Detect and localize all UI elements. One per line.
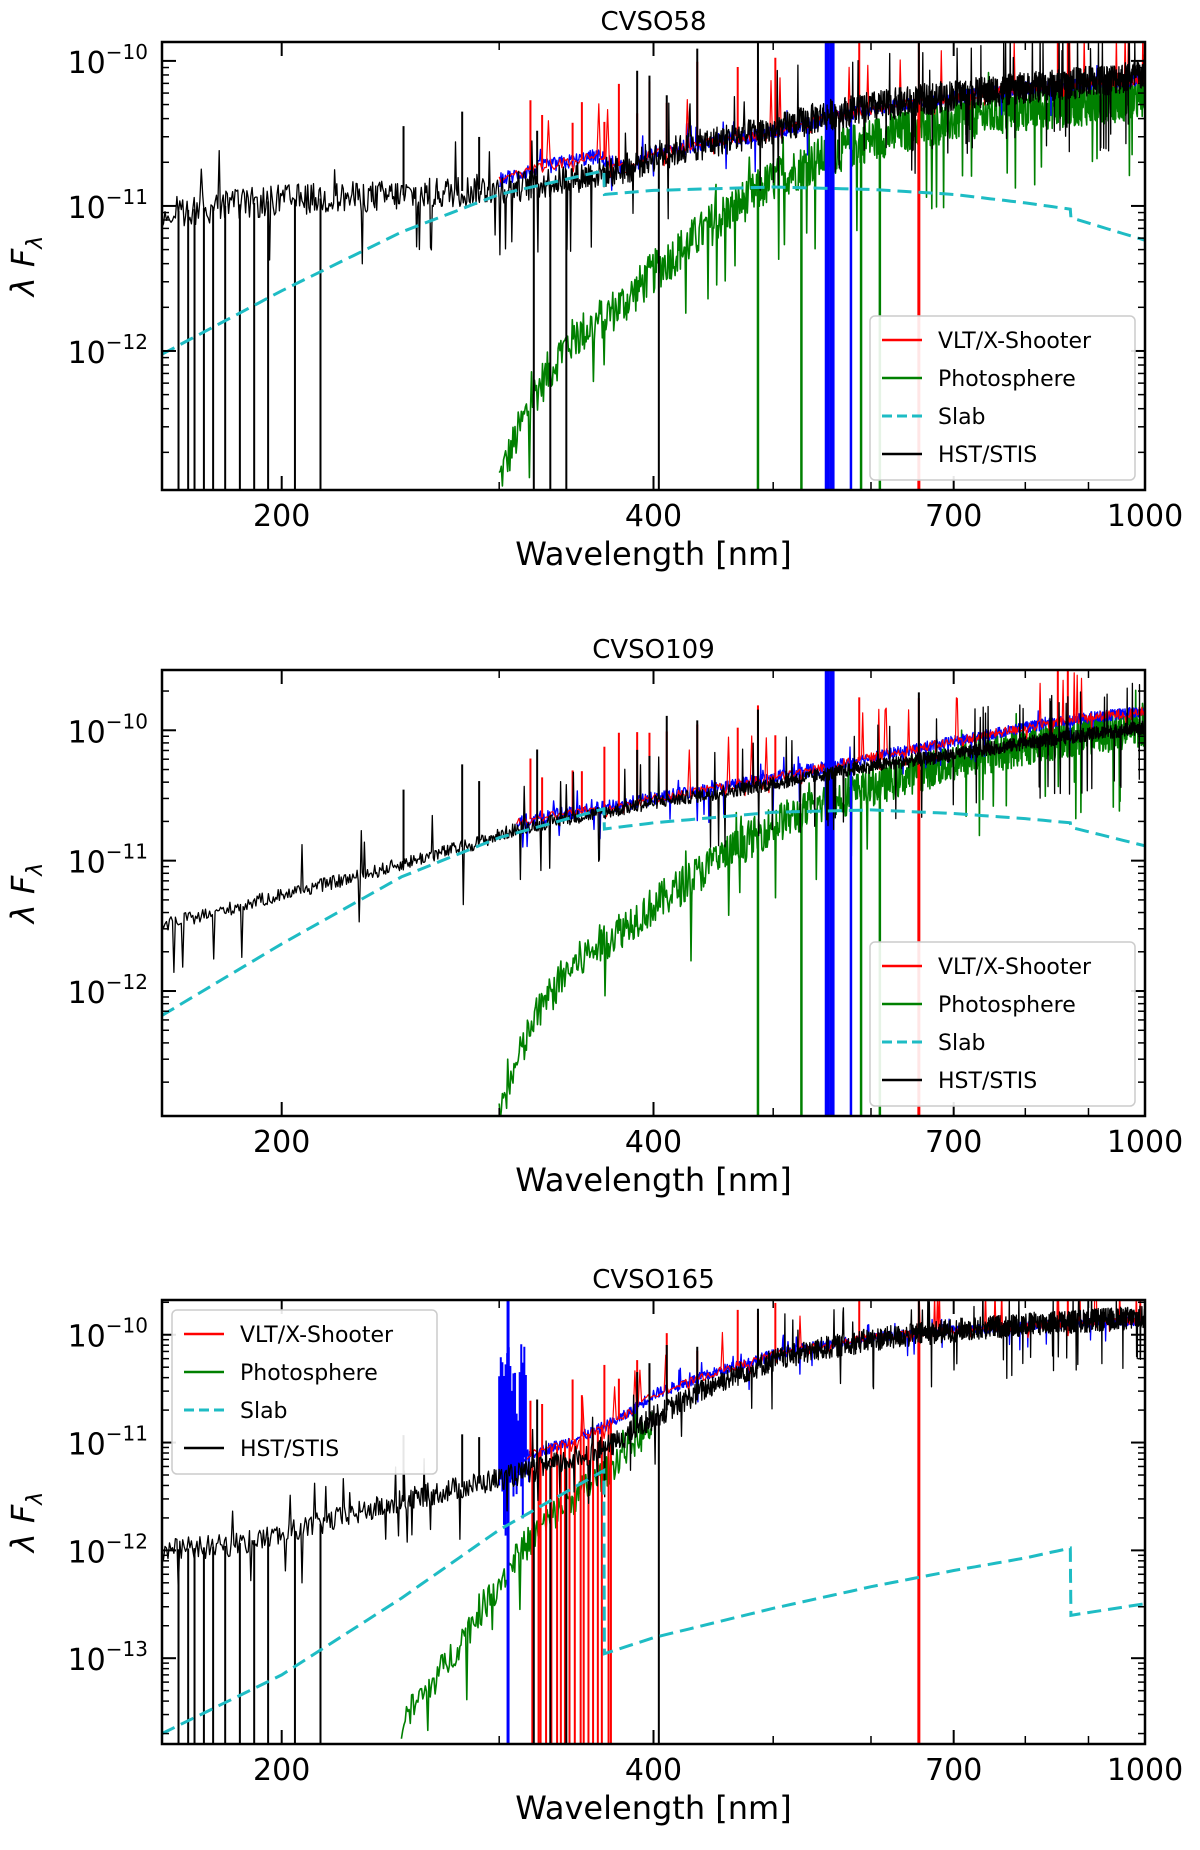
legend-label: Photosphere <box>938 993 1076 1018</box>
plot-area <box>162 1300 1145 1744</box>
legend-label: VLT/X-Shooter <box>938 955 1092 980</box>
y-tick-label: 10−11 <box>68 840 148 881</box>
y-tick-base: 10 <box>68 191 106 226</box>
stis-line <box>162 1300 1145 1592</box>
y-tick-exponent: −11 <box>106 840 148 864</box>
legend-label: HST/STIS <box>240 1437 339 1462</box>
legend-box <box>869 315 1136 481</box>
y-tick-exponent: −10 <box>106 1314 148 1338</box>
panel-cvso58: 200 400 700 100010−1210−1110−10CVSO58Wavele… <box>4 7 1183 573</box>
y-tick-exponent: −12 <box>106 330 148 354</box>
x-tick-label: 700 <box>925 1753 982 1788</box>
legend-box <box>869 941 1136 1107</box>
panel-cvso165: 200 400 700 100010−1310−1210−1110−10CVSO165… <box>4 1265 1183 1827</box>
legend: VLT/X-Shooter Photosphere Slab HST/STIS <box>171 1309 438 1475</box>
legend-label: HST/STIS <box>938 443 1037 468</box>
x-tick-label: 1000 <box>1107 1125 1183 1160</box>
panel-cvso109: 200 400 700 100010−1210−1110−10CVSO109Wavel… <box>4 635 1183 1199</box>
x-tick-label: 200 <box>253 499 310 534</box>
legend-label: VLT/X-Shooter <box>938 329 1092 354</box>
legend: VLT/X-Shooter Photosphere Slab HST/STIS <box>869 315 1136 481</box>
y-label-main: λ F <box>4 248 42 298</box>
xshooter-vis-line <box>498 1300 1145 1467</box>
y-tick-base: 10 <box>68 715 106 750</box>
y-axis-label: λ Fλ <box>4 236 48 299</box>
y-tick-base: 10 <box>68 1428 106 1463</box>
y-tick-exponent: −10 <box>106 40 148 64</box>
y-tick-label: 10−12 <box>68 1529 148 1570</box>
y-tick-label: 10−11 <box>68 1422 148 1463</box>
x-tick-label: 400 <box>625 499 682 534</box>
y-axis-label: λ Fλ <box>4 863 48 926</box>
legend-label: Slab <box>938 1031 986 1056</box>
slab-line <box>162 806 1145 1017</box>
photosphere-line <box>400 1408 654 1739</box>
x-tick-label: 700 <box>925 499 982 534</box>
y-label-subscript: λ <box>23 236 48 250</box>
chart-title: CVSO165 <box>592 1265 715 1295</box>
y-label-main: λ F <box>4 1504 42 1554</box>
x-tick-label: 400 <box>625 1125 682 1160</box>
y-label-subscript: λ <box>23 863 48 877</box>
stis-line <box>162 42 1145 265</box>
y-tick-exponent: −11 <box>106 1422 148 1446</box>
x-tick-label: 1000 <box>1107 499 1183 534</box>
y-tick-exponent: −13 <box>106 1637 148 1661</box>
plot-area <box>162 670 1145 1116</box>
photosphere-line <box>498 689 1145 1116</box>
legend-label: Slab <box>938 405 986 430</box>
y-label-main: λ F <box>4 875 42 925</box>
legend-label: Photosphere <box>240 1361 378 1386</box>
x-tick-label: 200 <box>253 1125 310 1160</box>
y-tick-base: 10 <box>68 1320 106 1355</box>
legend-label: VLT/X-Shooter <box>240 1323 394 1348</box>
x-tick-label: 200 <box>253 1753 310 1788</box>
x-axis-label: Wavelength [nm] <box>515 1161 791 1199</box>
x-axis-label: Wavelength [nm] <box>515 1789 791 1827</box>
legend-label: Slab <box>240 1399 288 1424</box>
x-axis-label: Wavelength [nm] <box>515 535 791 573</box>
y-tick-base: 10 <box>68 1643 106 1678</box>
chart-title: CVSO109 <box>592 635 715 665</box>
slab-line <box>162 168 1145 356</box>
y-tick-base: 10 <box>68 1535 106 1570</box>
y-tick-label: 10−10 <box>68 1314 148 1355</box>
x-tick-label: 1000 <box>1107 1753 1183 1788</box>
y-tick-label: 10−10 <box>68 709 148 750</box>
y-tick-base: 10 <box>68 846 106 881</box>
legend-label: Photosphere <box>938 367 1076 392</box>
slab-line <box>162 1468 1145 1735</box>
y-axis-label: λ Fλ <box>4 1492 48 1555</box>
y-tick-label: 10−13 <box>68 1637 148 1678</box>
y-tick-exponent: −10 <box>106 709 148 733</box>
y-tick-base: 10 <box>68 336 106 371</box>
legend-box <box>171 1309 438 1475</box>
legend-label: HST/STIS <box>938 1069 1037 1094</box>
y-tick-label: 10−12 <box>68 970 148 1011</box>
x-tick-label: 700 <box>925 1125 982 1160</box>
y-tick-exponent: −11 <box>106 185 148 209</box>
y-tick-base: 10 <box>68 46 106 81</box>
x-tick-label: 400 <box>625 1753 682 1788</box>
stis-line <box>162 682 1145 973</box>
y-tick-label: 10−10 <box>68 40 148 81</box>
y-tick-base: 10 <box>68 976 106 1011</box>
y-tick-exponent: −12 <box>106 1529 148 1553</box>
y-tick-label: 10−11 <box>68 185 148 226</box>
chart-title: CVSO58 <box>601 7 707 37</box>
legend: VLT/X-Shooter Photosphere Slab HST/STIS <box>869 941 1136 1107</box>
y-tick-exponent: −12 <box>106 970 148 994</box>
y-label-subscript: λ <box>23 1492 48 1506</box>
y-tick-label: 10−12 <box>68 330 148 371</box>
